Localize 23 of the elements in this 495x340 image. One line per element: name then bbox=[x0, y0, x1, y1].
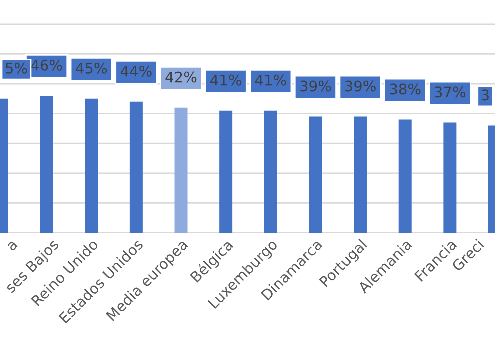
bar bbox=[354, 116, 368, 233]
bar bbox=[130, 102, 143, 233]
data-label: 37% bbox=[435, 86, 466, 98]
x-tick-label: a bbox=[7, 240, 18, 252]
bar bbox=[444, 122, 457, 233]
data-label: 45% bbox=[76, 62, 108, 74]
annotation: 3 bbox=[482, 90, 489, 101]
bar bbox=[264, 110, 278, 233]
bar bbox=[398, 120, 412, 233]
bar bbox=[85, 98, 98, 233]
bar bbox=[174, 108, 188, 233]
data-label: 39% bbox=[300, 80, 332, 92]
data-label: 39% bbox=[345, 80, 376, 92]
data-label: 41% bbox=[255, 74, 286, 86]
data-label: 38% bbox=[390, 84, 421, 95]
bar bbox=[220, 110, 233, 233]
data-label: 44% bbox=[120, 66, 152, 77]
bar bbox=[309, 116, 322, 233]
data-label: 42% bbox=[166, 72, 197, 83]
data-label: 41% bbox=[210, 74, 242, 86]
data-label: 46% bbox=[31, 60, 62, 71]
text: 5% bbox=[6, 62, 28, 74]
bar bbox=[40, 96, 54, 233]
